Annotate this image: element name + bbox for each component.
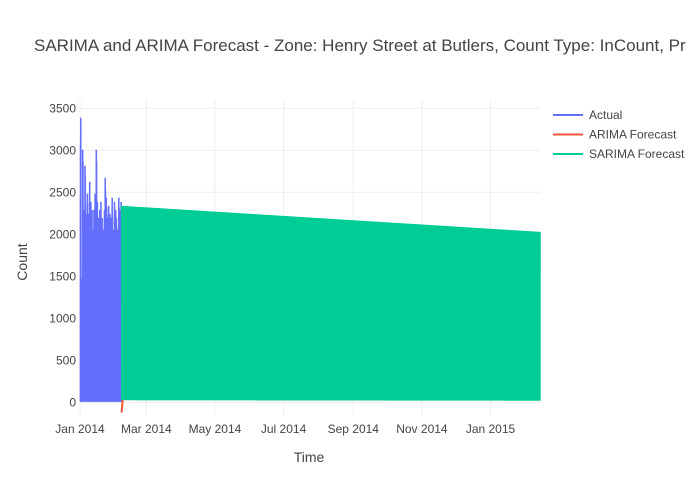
legend-label: Actual (589, 108, 622, 122)
chart-title: SARIMA and ARIMA Forecast - Zone: Henry … (34, 36, 686, 55)
series-sarima-line (120, 205, 541, 401)
y-axis-title: Count (14, 243, 30, 280)
x-tick-label: Jul 2014 (261, 422, 307, 436)
y-tick-label: 0 (69, 395, 76, 409)
x-axis-title: Time (294, 449, 325, 465)
y-tick-label: 2500 (49, 185, 76, 199)
x-axis-ticks: Jan 2014 Mar 2014 May 2014 Jul 2014 Sep 2014… (55, 422, 515, 436)
y-tick-label: 500 (56, 353, 76, 367)
x-tick-label: Mar 2014 (121, 422, 172, 436)
legend-label: SARIMA Forecast (589, 147, 685, 161)
plot-area (79, 117, 541, 413)
y-tick-label: 3000 (49, 143, 76, 157)
x-tick-label: Nov 2014 (396, 422, 448, 436)
x-tick-label: Sep 2014 (328, 422, 380, 436)
y-tick-label: 2000 (49, 227, 76, 241)
x-tick-label: May 2014 (189, 422, 242, 436)
legend-label: ARIMA Forecast (589, 128, 677, 142)
x-tick-label: Jan 2015 (466, 422, 516, 436)
series-arima-line (120, 399, 124, 413)
y-tick-label: 3500 (49, 101, 76, 115)
x-tick-label: Jan 2014 (55, 422, 105, 436)
legend-item[interactable]: ARIMA Forecast (553, 128, 677, 142)
legend-item[interactable]: SARIMA Forecast (553, 147, 685, 161)
legend-item[interactable]: Actual (553, 108, 622, 122)
y-tick-label: 1500 (49, 269, 76, 283)
series-actual-line (79, 117, 124, 402)
y-tick-label: 1000 (49, 311, 76, 325)
legend[interactable]: Actual ARIMA Forecast SARIMA Forecast (553, 108, 685, 161)
y-axis-ticks: 0 500 1000 1500 2000 2500 3000 3500 (49, 101, 76, 409)
